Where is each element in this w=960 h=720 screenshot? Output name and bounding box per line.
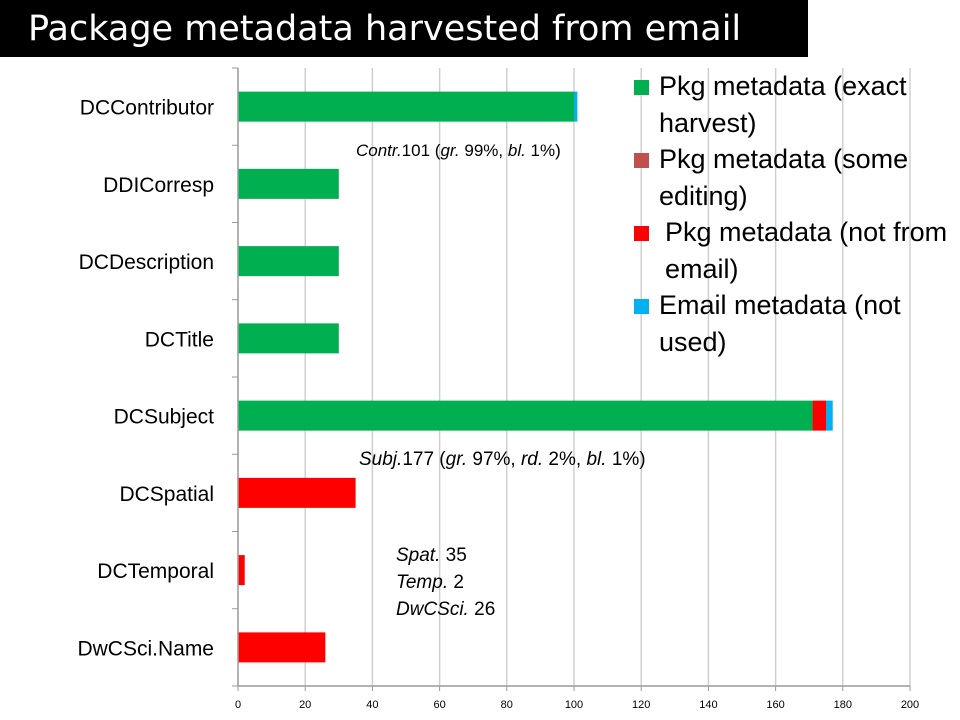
- category-label: DCSubject: [114, 406, 215, 429]
- bar-segment: [826, 400, 833, 431]
- bar-segment: [238, 246, 339, 277]
- x-tick-label: 60: [433, 699, 445, 711]
- bar-segment: [238, 555, 245, 586]
- annotation-dwc: DwCSci. 26: [396, 599, 496, 620]
- x-tick-label: 160: [766, 699, 784, 711]
- annotation-temporal: Temp. 2: [396, 572, 464, 593]
- x-tick-label: 140: [699, 699, 717, 711]
- x-tick-label: 100: [565, 699, 583, 711]
- bar-segment: [238, 323, 339, 354]
- bar-segment: [238, 168, 339, 199]
- x-tick-label: 20: [299, 699, 311, 711]
- x-tick-label: 40: [366, 699, 378, 711]
- x-tick-label: 180: [834, 699, 852, 711]
- category-label: DCSpatial: [119, 483, 214, 506]
- legend-label-exact-harvest: Pkg metadata (exact harvest): [659, 71, 907, 138]
- x-tick-label: 0: [235, 699, 241, 711]
- annotation-spatial: Spat. 35: [396, 545, 467, 566]
- x-tick-label: 80: [501, 699, 513, 711]
- chart-grid: [304, 68, 911, 686]
- legend-swatch-email-not-used: [634, 299, 649, 314]
- x-tick-label: 200: [901, 699, 919, 711]
- category-label: DCDescription: [79, 251, 214, 274]
- category-labels: DCContributor DDICorresp DCDescription DCTi…: [77, 97, 214, 661]
- page-title: Package metadata harvested from email: [28, 9, 742, 49]
- annotation-spatial-temporal-dwc: Spat. 35 Temp. 2 DwCSci. 26: [396, 542, 495, 623]
- legend-swatch-exact-harvest: [634, 80, 649, 95]
- legend-label-not-from-email: Pkg metadata (not from email): [665, 217, 948, 284]
- bar-segment: [574, 91, 578, 122]
- legend-swatch-some-editing: [634, 153, 649, 168]
- chart-axes: [232, 67, 911, 691]
- x-tick-labels: 0 20 40 60 80 100 120 140 160 180 200: [235, 699, 919, 711]
- legend-label-email-not-used: Email metadata (not used): [659, 290, 901, 357]
- bar-segment: [238, 91, 574, 122]
- bar-segment: [238, 632, 326, 663]
- bar-segment: [238, 400, 813, 431]
- annotation-contributor: Contr.101 (gr. 99%, bl. 1%): [356, 141, 561, 160]
- category-label: DCTemporal: [97, 560, 214, 583]
- bar-segment: [812, 400, 826, 431]
- legend-swatch-not-from-email: [634, 226, 649, 241]
- category-label: DCTitle: [145, 328, 214, 351]
- title-bar: Package metadata harvested from email: [0, 0, 808, 57]
- category-label: DwCSci.Name: [77, 637, 214, 660]
- category-label: DDICorresp: [103, 174, 214, 197]
- x-tick-label: 120: [632, 699, 650, 711]
- annotation-subject: Subj.177 (gr. 97%, rd. 2%, bl. 1%): [359, 449, 646, 470]
- legend-label-some-editing: Pkg metadata (some editing): [659, 144, 909, 211]
- bar-segment: [238, 477, 356, 508]
- category-label: DCContributor: [80, 97, 214, 120]
- chart-bars: [238, 91, 833, 663]
